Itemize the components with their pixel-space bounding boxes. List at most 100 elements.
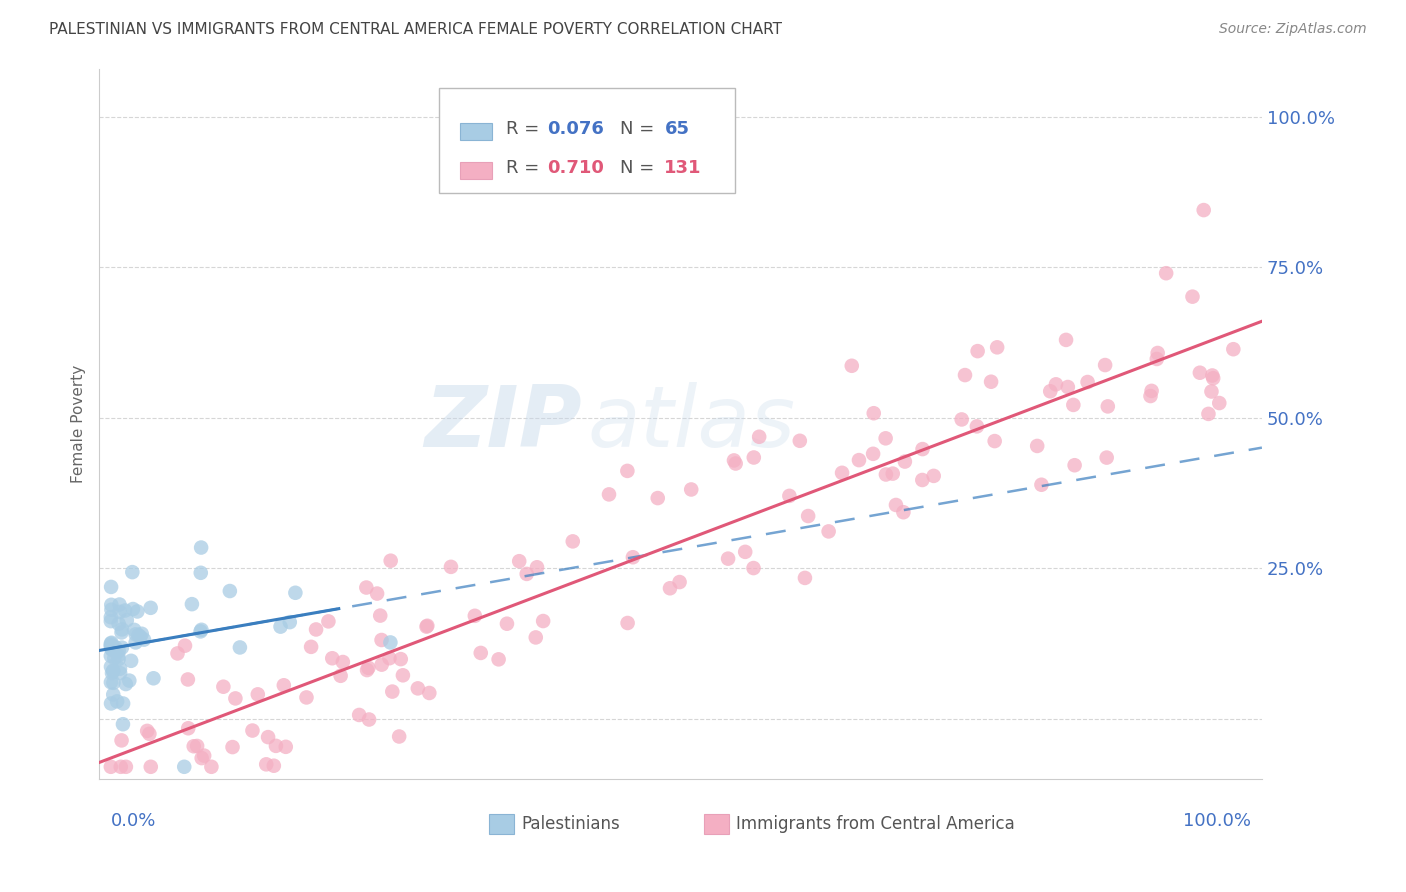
- Point: [124, 635, 146, 649]
- Point: [1201, 384, 1223, 399]
- Point: [681, 483, 703, 497]
- Point: [980, 375, 1002, 389]
- Point: [127, 628, 149, 642]
- Point: [1192, 203, 1215, 218]
- Point: [1154, 266, 1177, 280]
- Point: [100, 614, 122, 628]
- Point: [370, 657, 392, 672]
- Point: [1063, 458, 1085, 473]
- Point: [100, 636, 122, 650]
- Text: N =: N =: [620, 120, 661, 138]
- Point: [911, 442, 934, 456]
- Text: R =: R =: [506, 159, 546, 177]
- Point: [305, 623, 328, 637]
- Text: Immigrants from Central America: Immigrants from Central America: [737, 815, 1015, 833]
- Point: [107, 648, 129, 663]
- Point: [122, 602, 145, 616]
- Point: [108, 605, 131, 619]
- Point: [496, 616, 519, 631]
- Point: [748, 430, 770, 444]
- Point: [723, 453, 745, 467]
- Point: [321, 651, 343, 665]
- Point: [356, 663, 378, 677]
- Point: [392, 668, 415, 682]
- Text: 131: 131: [665, 159, 702, 177]
- Point: [183, 739, 205, 754]
- Point: [273, 678, 295, 692]
- Point: [139, 760, 162, 774]
- Point: [101, 664, 124, 678]
- Point: [561, 534, 583, 549]
- Point: [893, 505, 915, 519]
- Point: [100, 641, 122, 656]
- Point: [332, 655, 354, 669]
- Text: PALESTINIAN VS IMMIGRANTS FROM CENTRAL AMERICA FEMALE POVERTY CORRELATION CHART: PALESTINIAN VS IMMIGRANTS FROM CENTRAL A…: [49, 22, 782, 37]
- Point: [1140, 384, 1163, 398]
- Point: [406, 681, 429, 696]
- Point: [598, 487, 620, 501]
- Point: [129, 630, 152, 644]
- Point: [114, 677, 136, 691]
- Point: [108, 666, 131, 681]
- Point: [108, 662, 131, 676]
- Point: [742, 450, 765, 465]
- Point: [789, 434, 811, 448]
- Point: [470, 646, 492, 660]
- Point: [1039, 384, 1062, 399]
- Point: [264, 739, 287, 753]
- Text: R =: R =: [506, 120, 546, 138]
- Point: [742, 561, 765, 575]
- Point: [108, 598, 131, 612]
- Point: [911, 473, 934, 487]
- FancyBboxPatch shape: [489, 814, 515, 834]
- Point: [389, 652, 412, 666]
- Point: [647, 491, 669, 505]
- Point: [882, 467, 904, 481]
- Point: [278, 615, 301, 629]
- Point: [416, 619, 439, 633]
- Point: [112, 697, 135, 711]
- Point: [111, 623, 134, 637]
- Point: [242, 723, 264, 738]
- Point: [983, 434, 1005, 448]
- Point: [110, 625, 132, 640]
- Point: [1222, 342, 1244, 356]
- Point: [111, 717, 134, 731]
- Point: [212, 680, 235, 694]
- Point: [717, 551, 740, 566]
- Point: [368, 608, 391, 623]
- Point: [1201, 368, 1223, 383]
- Point: [381, 684, 404, 698]
- Point: [284, 586, 307, 600]
- Point: [121, 565, 143, 579]
- Point: [778, 489, 800, 503]
- Point: [380, 635, 402, 649]
- Point: [100, 697, 122, 711]
- Point: [100, 659, 122, 673]
- Point: [817, 524, 839, 539]
- Point: [862, 447, 884, 461]
- Point: [218, 584, 240, 599]
- Point: [138, 727, 160, 741]
- Point: [380, 554, 402, 568]
- Point: [299, 640, 322, 654]
- Point: [875, 431, 897, 445]
- Point: [1026, 439, 1049, 453]
- Point: [111, 640, 134, 655]
- Point: [953, 368, 976, 382]
- Point: [848, 453, 870, 467]
- Point: [270, 620, 292, 634]
- Point: [136, 723, 159, 738]
- Point: [668, 575, 690, 590]
- Text: 100.0%: 100.0%: [1182, 812, 1250, 830]
- Point: [794, 571, 817, 585]
- Point: [100, 637, 122, 651]
- Point: [107, 652, 129, 666]
- Point: [101, 643, 124, 657]
- Point: [190, 623, 212, 637]
- Point: [831, 466, 853, 480]
- Point: [318, 615, 340, 629]
- Point: [922, 469, 945, 483]
- Point: [388, 730, 411, 744]
- Text: 0.710: 0.710: [547, 159, 603, 177]
